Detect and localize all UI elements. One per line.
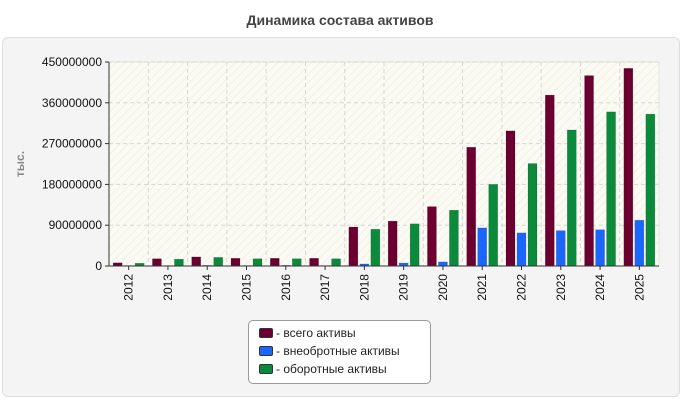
legend-swatch-noncurrent <box>259 346 273 356</box>
x-tick-label: 2013 <box>161 274 175 301</box>
y-tick-label: 0 <box>95 259 102 273</box>
chart-title: Динамика состава активов <box>246 12 434 28</box>
x-tick-label: 2025 <box>632 274 646 301</box>
legend-item-current: - оборотные активы <box>259 361 387 377</box>
x-tick-label: 2014 <box>200 274 214 301</box>
bar-2025-series-2 <box>645 113 656 267</box>
x-tick-label: 2024 <box>593 274 607 301</box>
x-tick-label: 2021 <box>475 274 489 301</box>
legend-item-total: - всего активы <box>259 325 356 341</box>
y-tick-label: 360000000 <box>42 96 102 110</box>
x-tick-label: 2023 <box>554 274 568 301</box>
legend-swatch-total <box>259 328 273 338</box>
bar-2017-series-0 <box>309 258 319 267</box>
x-tick-label: 2020 <box>436 274 450 301</box>
bar-2020-series-1 <box>438 261 448 267</box>
bar-2025-series-1 <box>634 219 645 267</box>
bars <box>112 68 656 267</box>
bar-2020-series-0 <box>427 206 437 267</box>
y-tick-label: 450000000 <box>42 55 102 69</box>
bar-2024-series-0 <box>584 75 594 267</box>
bar-2015-series-0 <box>230 258 241 267</box>
bar-2014-series-0 <box>191 256 201 267</box>
axes <box>105 61 659 270</box>
legend-item-noncurrent: - внеобротные активы <box>259 343 400 359</box>
legend-label-current: - оборотные активы <box>276 362 387 376</box>
bar-2018-series-0 <box>348 226 359 267</box>
x-tick-label: 2019 <box>397 274 411 301</box>
bar-2024-series-2 <box>606 111 616 267</box>
x-tick-label: 2015 <box>240 274 254 301</box>
bar-2019-series-2 <box>409 223 420 267</box>
bar-2014-series-2 <box>213 257 223 267</box>
bar-2021-series-0 <box>466 146 476 267</box>
bar-2021-series-2 <box>488 184 498 267</box>
bar-2023-series-2 <box>567 129 577 267</box>
x-tick-label: 2017 <box>318 274 332 301</box>
y-axis-label: тыс. <box>13 151 27 177</box>
tick-labels: 0 90000000 180000000 270000000 360000000 4500… <box>42 55 646 301</box>
y-tick-label: 90000000 <box>49 218 103 232</box>
bar-2022-series-2 <box>527 163 538 267</box>
bar-2015-series-2 <box>252 258 263 267</box>
y-tick-label: 270000000 <box>42 137 102 151</box>
bar-2025-series-0 <box>623 68 634 267</box>
bar-2017-series-2 <box>331 258 341 267</box>
legend: - всего активы - внеобротные активы - об… <box>248 320 431 384</box>
x-tick-label: 2018 <box>357 274 371 301</box>
bar-2016-series-0 <box>270 258 280 267</box>
legend-swatch-current <box>259 364 273 374</box>
bar-2023-series-1 <box>556 230 566 267</box>
x-tick-label: 2022 <box>515 274 529 301</box>
bar-2022-series-1 <box>516 232 527 267</box>
bar-2021-series-1 <box>477 227 487 267</box>
bar-2020-series-2 <box>449 209 459 267</box>
bar-2018-series-2 <box>370 229 381 267</box>
x-tick-label: 2016 <box>279 274 293 301</box>
bar-2024-series-1 <box>595 229 605 267</box>
legend-label-total: - всего активы <box>276 326 356 340</box>
bar-2013-series-0 <box>152 258 162 267</box>
bar-2016-series-2 <box>292 258 302 267</box>
legend-label-noncurrent: - внеобротные активы <box>276 344 400 358</box>
bar-2019-series-0 <box>387 220 398 267</box>
x-tick-label: 2012 <box>122 274 136 301</box>
bar-2013-series-2 <box>174 258 184 267</box>
y-tick-label: 180000000 <box>42 177 102 191</box>
bar-2023-series-0 <box>545 94 555 267</box>
bar-2022-series-0 <box>505 130 516 267</box>
